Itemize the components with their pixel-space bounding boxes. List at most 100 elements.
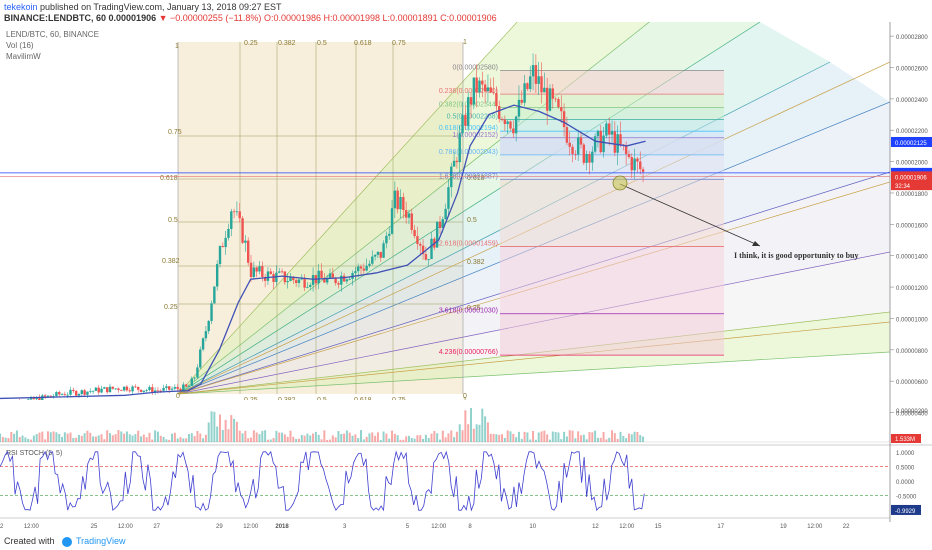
gann-label: 1 bbox=[175, 43, 179, 50]
volume-bar bbox=[10, 431, 13, 442]
volume-bar bbox=[391, 430, 394, 442]
time-axis-label: 12:00 bbox=[243, 524, 259, 530]
gann-label: 0.382 bbox=[278, 397, 296, 404]
volume-bar bbox=[438, 439, 441, 442]
volume-bar bbox=[4, 437, 7, 442]
volume-bar bbox=[455, 431, 458, 442]
volume-bar bbox=[151, 439, 154, 442]
price-candle bbox=[218, 246, 222, 265]
volume-bar bbox=[41, 431, 44, 442]
fib-band bbox=[500, 246, 724, 314]
volume-bar bbox=[360, 430, 363, 442]
price-candle bbox=[359, 266, 363, 269]
price-candle bbox=[506, 121, 509, 125]
price-candle bbox=[187, 385, 191, 387]
gann-label: 0 bbox=[176, 393, 180, 400]
price-candle bbox=[548, 88, 552, 111]
gann-label: 0.618 bbox=[354, 397, 372, 404]
price-badge-label: 32:34 bbox=[895, 184, 911, 190]
price-axis-label: 0.00002800 bbox=[896, 35, 928, 41]
volume-bar bbox=[450, 430, 453, 442]
volume-bar bbox=[599, 437, 602, 442]
price-candle bbox=[517, 99, 521, 117]
volume-bar bbox=[61, 436, 64, 442]
price-candle bbox=[624, 146, 628, 155]
price-candle bbox=[139, 389, 143, 392]
price-candle bbox=[16, 402, 18, 404]
volume-bar bbox=[534, 439, 537, 442]
volume-bar bbox=[125, 431, 128, 442]
volume-bar bbox=[478, 424, 481, 442]
annotation-arrowhead bbox=[752, 241, 760, 246]
volume-bar bbox=[636, 432, 639, 442]
volume-bar bbox=[453, 437, 456, 442]
gann-label: 0.5 bbox=[168, 217, 178, 224]
volume-bar bbox=[258, 434, 261, 442]
price-candle bbox=[275, 272, 278, 282]
price-candle bbox=[165, 386, 168, 388]
time-axis[interactable]: 22 12:00 25 12:00 27 29 12:00 2018 3 5 12:00 8 10 12 1… bbox=[0, 517, 890, 530]
volume-bar bbox=[44, 439, 47, 442]
price-candle bbox=[269, 271, 272, 275]
volume-bar bbox=[537, 432, 540, 442]
price-candle bbox=[514, 116, 518, 134]
volume-bar bbox=[7, 438, 10, 442]
volume-bar bbox=[52, 431, 55, 442]
price-candle bbox=[593, 136, 597, 152]
volume-bar bbox=[154, 430, 157, 442]
price-candle bbox=[356, 266, 360, 272]
price-candle bbox=[636, 158, 639, 162]
volume-bar bbox=[470, 407, 473, 442]
volume-bar bbox=[444, 437, 447, 442]
footer-brand[interactable]: TradingView bbox=[76, 536, 126, 546]
volume-bar bbox=[156, 431, 159, 442]
price-candle bbox=[365, 265, 368, 271]
price-candle bbox=[435, 221, 439, 248]
price-candle bbox=[534, 65, 538, 84]
volume-bar bbox=[306, 433, 309, 442]
time-axis-label: 3 bbox=[343, 524, 347, 530]
price-candle bbox=[137, 386, 140, 390]
legend-symbol: LEND/BTC, 60, BINANCE bbox=[6, 30, 99, 39]
volume-bar bbox=[94, 436, 97, 442]
price-candle bbox=[419, 243, 422, 246]
volume-bar bbox=[540, 431, 543, 442]
fib-level-label: 0.5(0.00002268) bbox=[447, 114, 498, 121]
volume-bar bbox=[140, 436, 143, 442]
price-candle bbox=[602, 135, 605, 153]
volume-bar bbox=[608, 437, 611, 442]
price-candle bbox=[210, 303, 213, 321]
price-candle bbox=[486, 87, 490, 92]
volume-bar bbox=[114, 434, 117, 442]
volume-bar bbox=[613, 433, 616, 442]
price-candle bbox=[320, 270, 323, 278]
gann-label: 0.382 bbox=[162, 258, 180, 265]
fib-band bbox=[500, 107, 724, 120]
volume-bar bbox=[591, 432, 594, 442]
oscillator-axis-label: 1.0000 bbox=[896, 451, 915, 457]
price-candle bbox=[94, 387, 98, 391]
volume-bar bbox=[571, 430, 574, 442]
price-candle bbox=[2, 405, 4, 406]
price-candle bbox=[500, 118, 504, 120]
price-axis-label: 0.00000800 bbox=[896, 349, 928, 355]
price-candle bbox=[639, 161, 642, 170]
price-candle bbox=[452, 160, 456, 167]
volume-bar bbox=[331, 435, 334, 442]
price-candle bbox=[311, 275, 315, 285]
price-candle bbox=[540, 76, 543, 93]
gann-label: 0.25 bbox=[244, 40, 258, 47]
gann-label: 1 bbox=[463, 397, 467, 404]
volume-bar bbox=[495, 434, 498, 442]
symbol-line: BINANCE:LENDBTC, 60 bbox=[4, 13, 107, 23]
gann-label: 0.5 bbox=[317, 397, 327, 404]
volume-bar bbox=[168, 439, 171, 442]
volume-bar bbox=[574, 438, 577, 442]
volume-bar bbox=[351, 435, 354, 442]
author-name[interactable]: tekekoin bbox=[4, 2, 38, 12]
price-axis-label: 0.00001600 bbox=[896, 223, 928, 229]
price-axis[interactable]: 0.00002800 0.00002600 0.00002400 0.00002200… bbox=[889, 22, 932, 522]
volume-bar bbox=[622, 435, 625, 442]
volume-bar bbox=[385, 433, 388, 442]
volume-bar bbox=[213, 411, 216, 442]
